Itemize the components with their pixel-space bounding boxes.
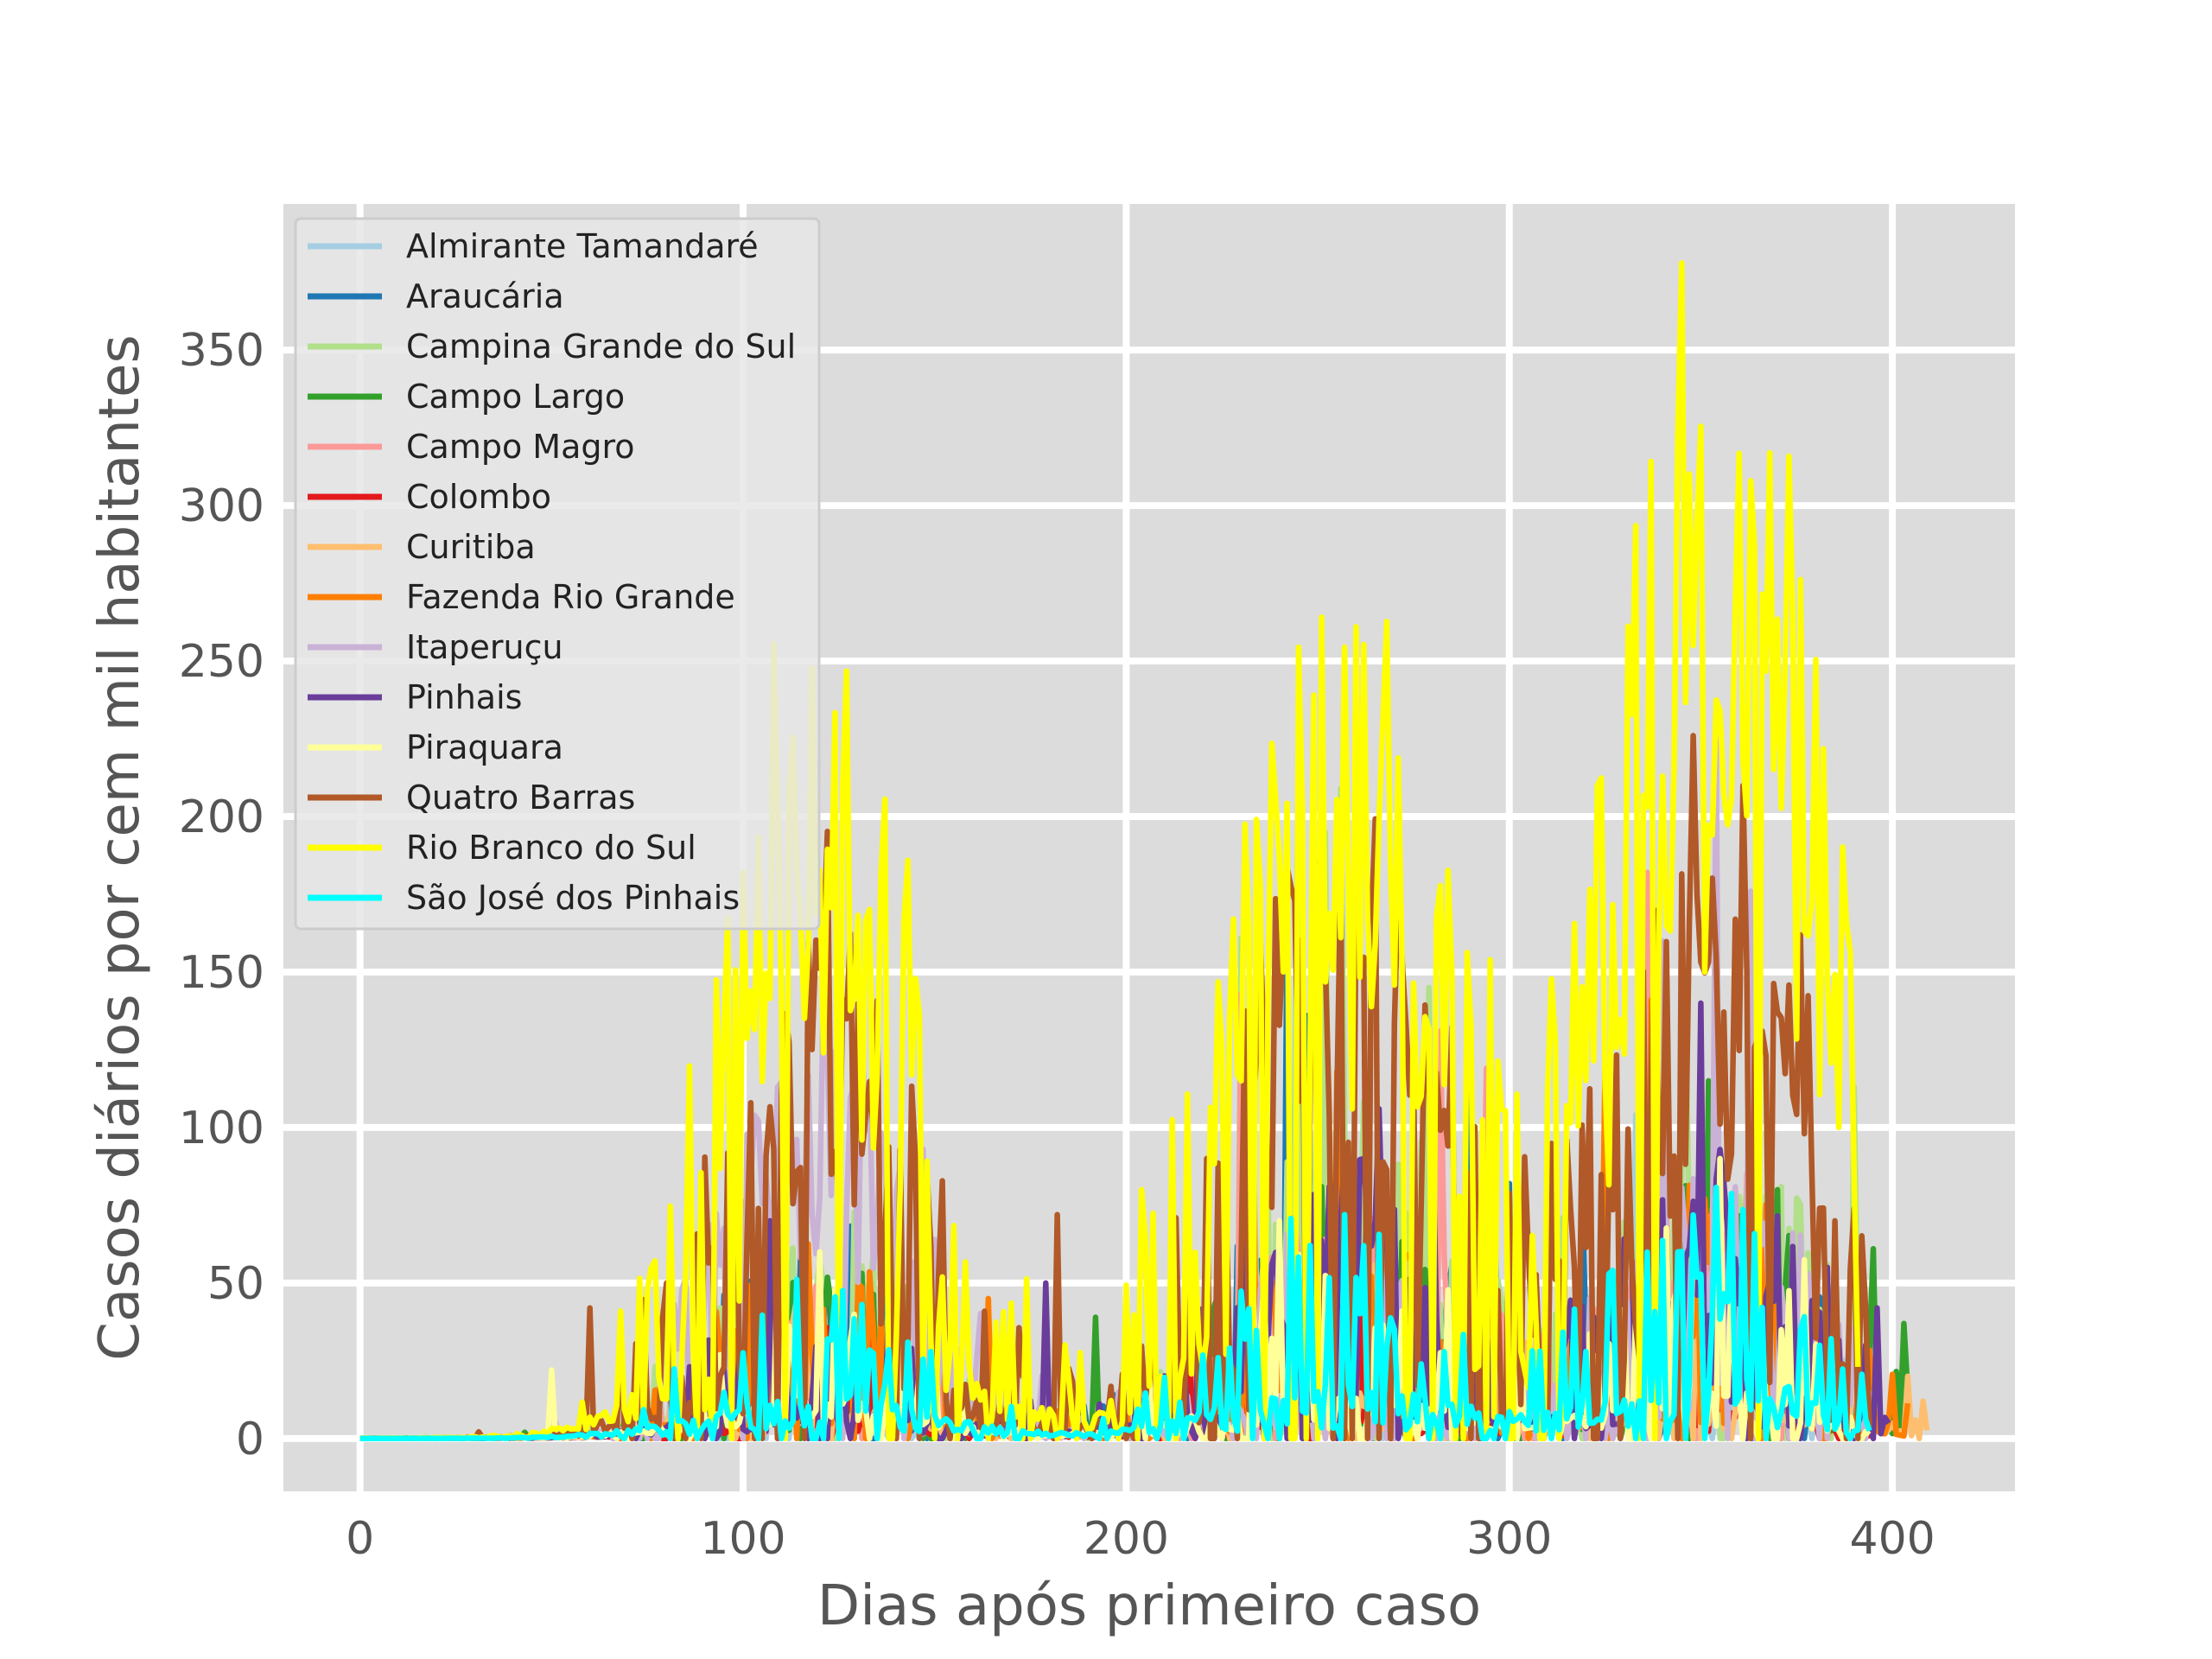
series-line	[359, 260, 1861, 1442]
legend-entry: Pinhais	[406, 678, 522, 716]
y-tick-label: 50	[207, 1258, 264, 1310]
x-tick-label: 200	[1084, 1513, 1169, 1565]
plot-lines	[359, 260, 1930, 1442]
legend-entry: Campo Largo	[406, 378, 625, 416]
y-tick-label: 300	[179, 480, 264, 532]
legend-entry: Araucária	[406, 277, 564, 315]
legend-box	[294, 217, 821, 931]
legend-entry: Curitiba	[406, 528, 536, 566]
x-tick-label: 300	[1466, 1513, 1552, 1565]
x-tick-label: 0	[346, 1513, 374, 1565]
y-tick-label: 200	[179, 791, 264, 843]
x-tick-labels: 0 100 200 300 400	[346, 1513, 1936, 1565]
y-tick-label: 100	[179, 1103, 264, 1154]
x-tick-label: 400	[1849, 1513, 1935, 1565]
legend-entry: Rio Branco do Sul	[406, 829, 696, 867]
y-tick-labels: 0 50 100 150 200 250 300 350	[179, 325, 264, 1465]
y-tick-label: 150	[179, 947, 264, 999]
y-tick-label: 250	[179, 636, 264, 688]
y-tick-label: 0	[236, 1414, 264, 1465]
y-tick-label: 350	[179, 325, 264, 377]
legend-entry: Campina Grande do Sul	[406, 327, 796, 365]
legend-entry: Itaperuçu	[406, 628, 563, 666]
legend-entry: Quatro Barras	[406, 779, 635, 817]
x-tick-label: 100	[700, 1513, 785, 1565]
legend-entry: Fazenda Rio Grande	[406, 578, 735, 616]
x-axis-label: Dias após primeiro caso	[817, 1574, 1481, 1638]
series-line	[359, 1184, 1872, 1442]
legend-entry: São José dos Pinhais	[406, 879, 740, 917]
legend-entry: Piraquara	[406, 728, 563, 766]
legend-entry: Almirante Tamandaré	[406, 227, 759, 265]
legend: Almirante Tamandaré Araucária Campina Gran…	[294, 217, 821, 931]
legend-entry: Campo Magro	[406, 428, 635, 466]
legend-entry: Colombo	[406, 478, 551, 516]
y-axis-label: Casos diários por cem mil habitantes	[88, 334, 152, 1360]
